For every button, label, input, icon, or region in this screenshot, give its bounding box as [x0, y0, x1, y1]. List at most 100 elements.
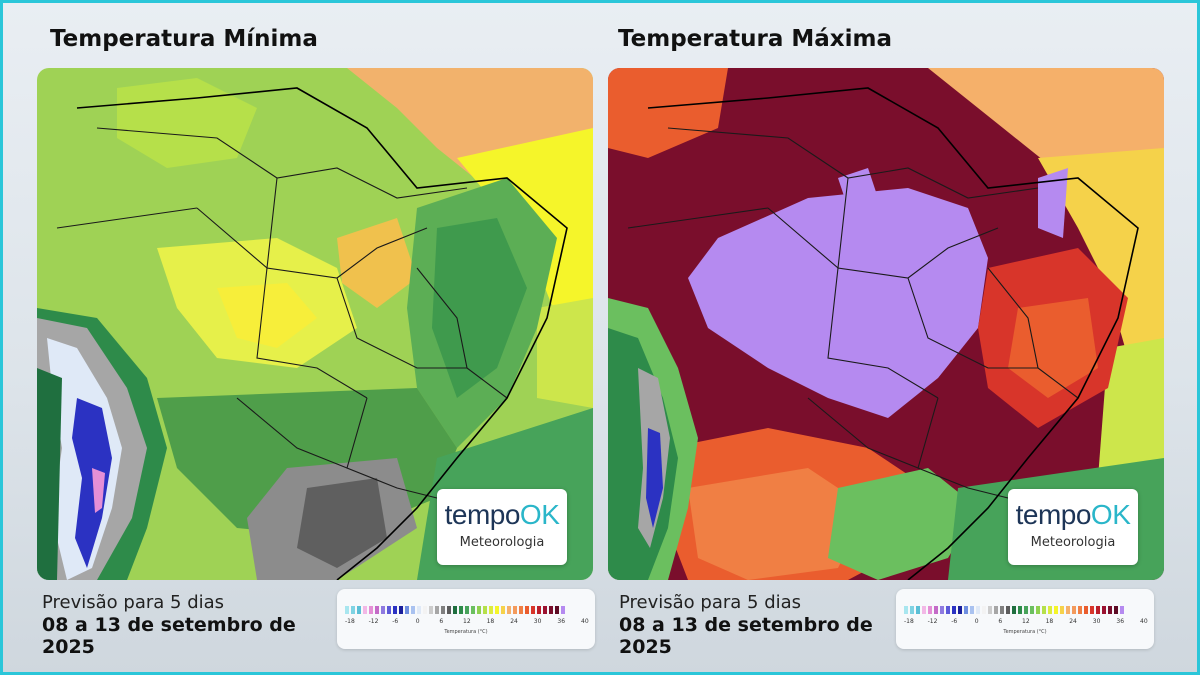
forecast-date-min: 08 a 13 de setembro de 2025: [42, 614, 296, 658]
legend-title: Temperatura (°C): [444, 629, 488, 635]
legend-swatch: [483, 606, 487, 614]
legend-swatch: [375, 606, 379, 614]
map-temperatura-maxima: [608, 68, 1164, 580]
legend-swatch: [910, 606, 914, 614]
legend-swatch: [405, 606, 409, 614]
legend-swatch: [495, 606, 499, 614]
legend-swatch: [988, 606, 992, 614]
legend-swatch: [441, 606, 445, 614]
color-legend-min: -18 -12 -6 0 6 12 18 24 30 36 40 Temperatura (°C): [337, 589, 595, 649]
legend-tick-label: -12: [368, 618, 379, 625]
legend-tick-label: 6: [439, 618, 444, 625]
legend-swatch: [471, 606, 475, 614]
legend-tick-label: 30: [1092, 618, 1101, 625]
logo-subtitle: Meteorologia: [1030, 535, 1116, 550]
legend-tick-label: 40: [1140, 618, 1148, 625]
tempook-logo: tempoOK Meteorologia: [437, 489, 567, 565]
legend-swatch: [537, 606, 541, 614]
legend-swatch: [976, 606, 980, 614]
legend-tick-label: 24: [1069, 618, 1077, 625]
legend-swatch: [1102, 606, 1106, 614]
legend-swatch: [1000, 606, 1004, 614]
legend-swatch: [387, 606, 391, 614]
legend-swatch: [1120, 606, 1124, 614]
legend-swatch: [982, 606, 986, 614]
logo-brand-main: tempo: [1015, 499, 1092, 530]
legend-swatch: [940, 606, 944, 614]
legend-tick-label: 12: [463, 618, 471, 625]
panel-title-min: Temperatura Mínima: [50, 26, 318, 52]
legend-swatch: [934, 606, 938, 614]
legend-swatch: [429, 606, 433, 614]
legend-swatch: [1066, 606, 1070, 614]
legend-swatch: [507, 606, 511, 614]
legend-swatch: [423, 606, 427, 614]
legend-swatch: [1060, 606, 1064, 614]
logo-brand-accent: OK: [519, 499, 560, 530]
legend-swatch: [1030, 606, 1034, 614]
legend-tick-label: 0: [974, 618, 979, 625]
legend-tick-label: 36: [557, 618, 566, 625]
legend-swatch: [501, 606, 505, 614]
legend-swatch: [555, 606, 559, 614]
logo-subtitle: Meteorologia: [459, 535, 545, 550]
legend-swatch: [1108, 606, 1112, 614]
color-legend-max: -18 -12 -6 0 6 12 18 24 30 36 40 Temperatura (°C): [896, 589, 1154, 649]
map-temperatura-minima: [37, 68, 593, 580]
legend-swatch: [453, 606, 457, 614]
legend-swatch: [369, 606, 373, 614]
legend-swatch: [459, 606, 463, 614]
forecast-label-max: Previsão para 5 dias: [619, 592, 802, 613]
legend-swatch: [970, 606, 974, 614]
legend-swatch: [417, 606, 421, 614]
legend-swatch: [1072, 606, 1076, 614]
legend-color-bar: [345, 606, 567, 614]
legend-swatch: [357, 606, 361, 614]
legend-swatch: [351, 606, 355, 614]
legend-swatch: [549, 606, 553, 614]
legend-swatch: [1036, 606, 1040, 614]
legend-tick-label: 18: [486, 618, 495, 625]
legend-swatch: [525, 606, 529, 614]
legend-swatch: [465, 606, 469, 614]
legend-swatch: [345, 606, 349, 614]
legend-swatch: [519, 606, 523, 614]
legend-swatch: [543, 606, 547, 614]
legend-swatch: [411, 606, 415, 614]
legend-tick-label: -18: [345, 618, 355, 625]
tempook-logo: tempoOK Meteorologia: [1008, 489, 1138, 565]
legend-swatch: [958, 606, 962, 614]
legend-ticks: -18 -12 -6 0 6 12 18 24 30 36 40: [904, 618, 1148, 628]
legend-tick-label: 12: [1022, 618, 1030, 625]
legend-tick-label: 18: [1045, 618, 1054, 625]
legend-swatch: [964, 606, 968, 614]
legend-swatch: [1006, 606, 1010, 614]
legend-tick-label: 36: [1116, 618, 1125, 625]
legend-swatch: [399, 606, 403, 614]
legend-tick-label: 24: [510, 618, 518, 625]
legend-swatch: [904, 606, 908, 614]
legend-swatch: [381, 606, 385, 614]
panel-title-max: Temperatura Máxima: [618, 26, 892, 52]
legend-swatch: [1054, 606, 1058, 614]
forecast-date-max: 08 a 13 de setembro de 2025: [619, 614, 873, 658]
logo-brand-main: tempo: [444, 499, 521, 530]
legend-swatch: [1084, 606, 1088, 614]
legend-swatch: [952, 606, 956, 614]
legend-ticks: -18 -12 -6 0 6 12 18 24 30 36 40: [345, 618, 589, 628]
legend-swatch: [1018, 606, 1022, 614]
legend-tick-label: -18: [904, 618, 914, 625]
legend-swatch: [994, 606, 998, 614]
legend-swatch: [946, 606, 950, 614]
forecast-label-min: Previsão para 5 dias: [42, 592, 225, 613]
legend-swatch: [1012, 606, 1016, 614]
legend-swatch: [477, 606, 481, 614]
legend-swatch: [435, 606, 439, 614]
legend-swatch: [916, 606, 920, 614]
legend-swatch: [447, 606, 451, 614]
legend-swatch: [363, 606, 367, 614]
legend-swatch: [928, 606, 932, 614]
legend-title: Temperatura (°C): [1003, 629, 1047, 635]
logo-brand-accent: OK: [1090, 499, 1131, 530]
legend-swatch: [1024, 606, 1028, 614]
